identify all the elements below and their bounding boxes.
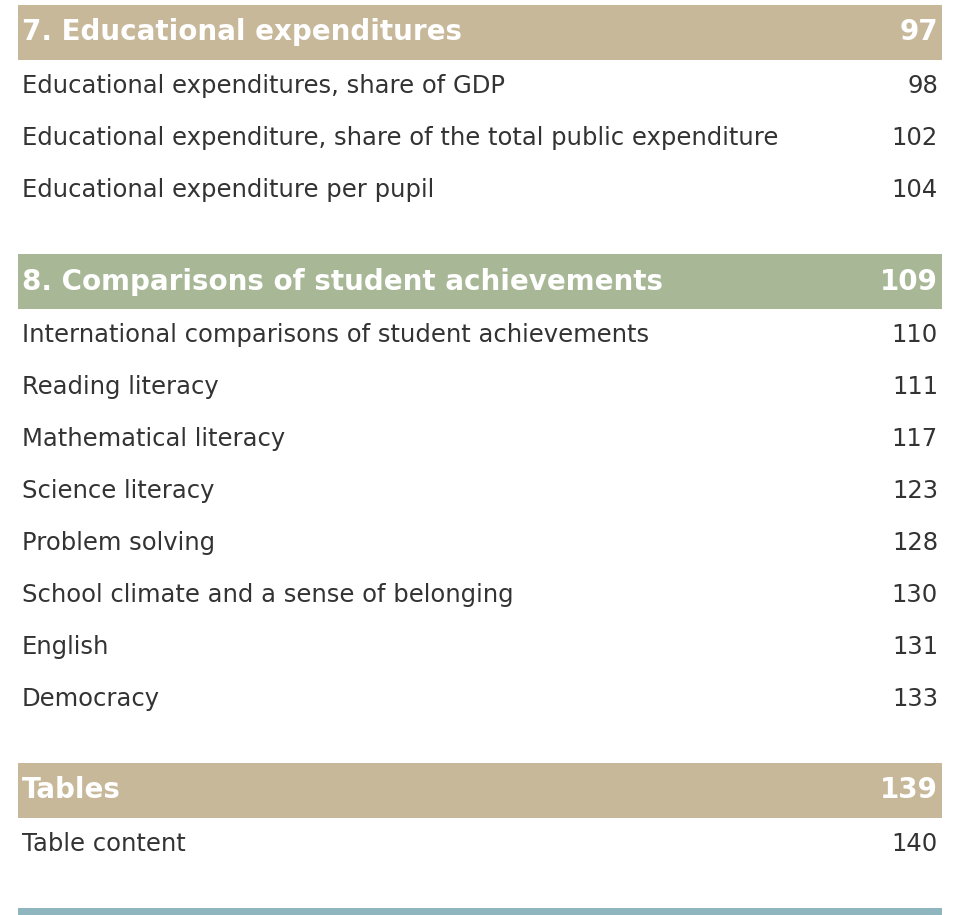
Text: Table content: Table content: [22, 832, 185, 856]
Text: Educational expenditure per pupil: Educational expenditure per pupil: [22, 178, 434, 202]
Text: English: English: [22, 635, 109, 659]
Text: 8. Comparisons of student achievements: 8. Comparisons of student achievements: [22, 267, 663, 296]
Text: Mathematical literacy: Mathematical literacy: [22, 427, 285, 451]
Text: International comparisons of student achievements: International comparisons of student ach…: [22, 323, 649, 347]
Text: Tables: Tables: [22, 777, 121, 804]
Bar: [18, 5, 942, 60]
Text: 97: 97: [900, 18, 938, 47]
Text: 139: 139: [880, 777, 938, 804]
Text: Reading literacy: Reading literacy: [22, 375, 219, 399]
Text: 133: 133: [892, 687, 938, 711]
Text: Democracy: Democracy: [22, 687, 160, 711]
Text: School climate and a sense of belonging: School climate and a sense of belonging: [22, 583, 514, 607]
Text: 109: 109: [880, 267, 938, 296]
Text: 104: 104: [892, 178, 938, 202]
Text: Problem solving: Problem solving: [22, 531, 215, 555]
Text: 128: 128: [892, 531, 938, 555]
Text: Educational expenditure, share of the total public expenditure: Educational expenditure, share of the to…: [22, 126, 779, 150]
Text: 131: 131: [892, 635, 938, 659]
Bar: [18, 254, 942, 309]
Text: Science literacy: Science literacy: [22, 479, 214, 503]
Text: Educational expenditures, share of GDP: Educational expenditures, share of GDP: [22, 74, 505, 98]
Text: 123: 123: [892, 479, 938, 503]
Text: 130: 130: [892, 583, 938, 607]
Text: 140: 140: [892, 832, 938, 856]
Text: 110: 110: [892, 323, 938, 347]
Text: 117: 117: [892, 427, 938, 451]
Text: 111: 111: [892, 375, 938, 399]
Text: 7. Educational expenditures: 7. Educational expenditures: [22, 18, 462, 47]
Bar: [18, 763, 942, 818]
Text: 102: 102: [892, 126, 938, 150]
Text: 98: 98: [907, 74, 938, 98]
Bar: [18, 908, 942, 915]
